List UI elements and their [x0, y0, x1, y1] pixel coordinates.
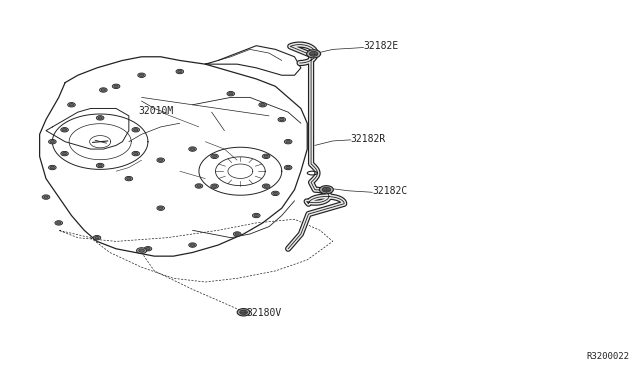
- Circle shape: [100, 88, 107, 92]
- Text: 32180V: 32180V: [246, 308, 282, 318]
- Circle shape: [138, 73, 145, 77]
- Text: 32182C: 32182C: [372, 186, 408, 196]
- Circle shape: [134, 153, 138, 155]
- Circle shape: [178, 70, 182, 73]
- Circle shape: [134, 129, 138, 131]
- Circle shape: [191, 148, 195, 150]
- Circle shape: [319, 186, 333, 194]
- Circle shape: [189, 147, 196, 151]
- Circle shape: [259, 103, 266, 107]
- Circle shape: [68, 103, 76, 107]
- Circle shape: [144, 247, 152, 251]
- Circle shape: [55, 221, 63, 225]
- Circle shape: [61, 128, 68, 132]
- Circle shape: [286, 141, 291, 143]
- Circle shape: [271, 191, 279, 196]
- Text: R3200022: R3200022: [586, 352, 629, 361]
- Circle shape: [140, 74, 144, 77]
- Circle shape: [139, 249, 145, 252]
- Circle shape: [262, 184, 270, 188]
- Circle shape: [157, 206, 164, 211]
- Circle shape: [264, 185, 268, 187]
- Circle shape: [280, 118, 284, 121]
- Circle shape: [211, 154, 218, 158]
- Circle shape: [127, 177, 131, 180]
- Circle shape: [49, 140, 56, 144]
- Circle shape: [211, 184, 218, 188]
- Circle shape: [51, 166, 54, 169]
- Circle shape: [56, 222, 61, 224]
- Circle shape: [97, 116, 104, 120]
- Circle shape: [309, 51, 318, 56]
- Circle shape: [132, 128, 140, 132]
- Circle shape: [260, 103, 265, 106]
- Circle shape: [262, 154, 270, 158]
- Circle shape: [212, 155, 217, 157]
- Circle shape: [197, 185, 201, 187]
- Circle shape: [98, 164, 102, 167]
- Circle shape: [51, 141, 54, 143]
- Circle shape: [125, 176, 132, 181]
- Circle shape: [273, 192, 278, 195]
- Circle shape: [254, 214, 259, 217]
- Circle shape: [132, 151, 140, 156]
- Circle shape: [284, 140, 292, 144]
- Circle shape: [240, 310, 247, 314]
- Circle shape: [235, 233, 239, 235]
- Circle shape: [98, 117, 102, 119]
- Text: 32182E: 32182E: [364, 41, 399, 51]
- Circle shape: [191, 244, 195, 246]
- Circle shape: [189, 243, 196, 247]
- Circle shape: [237, 309, 250, 316]
- Circle shape: [252, 213, 260, 218]
- Circle shape: [44, 196, 48, 198]
- Circle shape: [49, 165, 56, 170]
- Circle shape: [157, 158, 164, 162]
- Circle shape: [63, 153, 67, 155]
- Circle shape: [322, 187, 331, 192]
- Circle shape: [101, 89, 106, 91]
- Circle shape: [264, 155, 268, 157]
- Circle shape: [112, 84, 120, 89]
- Circle shape: [278, 117, 285, 122]
- Circle shape: [234, 232, 241, 236]
- Circle shape: [176, 69, 184, 74]
- Circle shape: [93, 235, 100, 240]
- Text: 32182R: 32182R: [351, 134, 386, 144]
- Circle shape: [212, 185, 217, 187]
- Circle shape: [159, 207, 163, 209]
- Text: 32010M: 32010M: [138, 106, 173, 116]
- Circle shape: [228, 93, 233, 95]
- Circle shape: [286, 166, 291, 169]
- Circle shape: [69, 103, 74, 106]
- Circle shape: [284, 165, 292, 170]
- Circle shape: [95, 237, 99, 239]
- Circle shape: [159, 159, 163, 161]
- Circle shape: [136, 248, 147, 254]
- Circle shape: [114, 85, 118, 87]
- Circle shape: [63, 129, 67, 131]
- Circle shape: [146, 247, 150, 250]
- Circle shape: [97, 163, 104, 168]
- Circle shape: [227, 92, 235, 96]
- Circle shape: [42, 195, 50, 199]
- Circle shape: [195, 184, 203, 188]
- Circle shape: [307, 50, 321, 58]
- Circle shape: [61, 151, 68, 156]
